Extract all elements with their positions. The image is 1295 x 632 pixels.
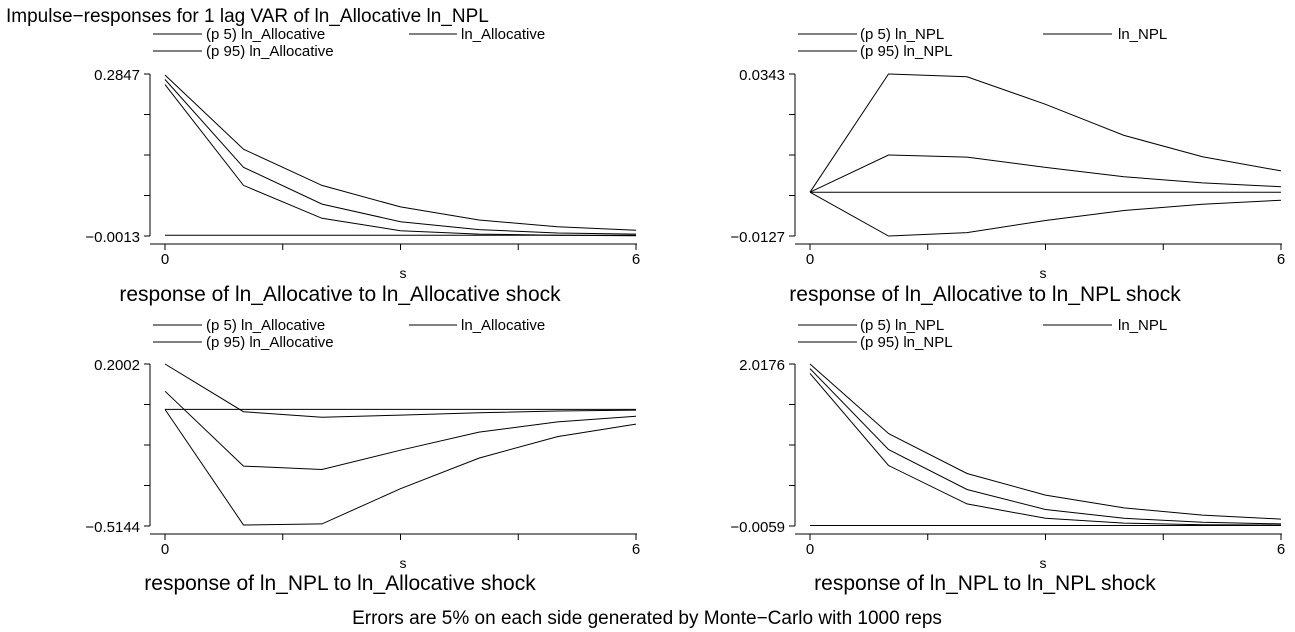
series-line-0 xyxy=(809,191,1282,237)
x-tick-label: 0 xyxy=(161,251,169,268)
series-line-1 xyxy=(809,154,1282,193)
legend-label-point: ln_NPL xyxy=(1118,26,1167,43)
y-tick-label: −0.0127 xyxy=(730,229,785,246)
series-line-2 xyxy=(809,363,1282,520)
x-tick-label: 0 xyxy=(161,541,169,558)
x-axis-label: s xyxy=(1040,555,1047,571)
y-tick-label: 0.2847 xyxy=(94,67,140,84)
series-line-0 xyxy=(164,409,637,526)
figure-note: Errors are 5% on each side generated by … xyxy=(352,608,942,629)
series-line-1 xyxy=(164,79,637,235)
panel-title: response of ln_Allocative to ln_Allocati… xyxy=(119,283,561,306)
series-line-0 xyxy=(164,84,637,237)
y-tick-label: 0.2002 xyxy=(94,357,140,374)
legend-label-p5: (p 5) ln_Allocative xyxy=(206,26,325,43)
figure-title: Impulse−responses for 1 lag VAR of ln_Al… xyxy=(6,6,489,27)
legend-label-point: ln_Allocative xyxy=(461,317,545,334)
panel-alloc-to-npl: 0.0343 −0.0127 0 6 s (p 5) ln_NPL ln_NPL (p 95)… xyxy=(730,26,1285,306)
y-tick-label: −0.0059 xyxy=(730,519,785,536)
legend-label-p95: (p 95) ln_NPL xyxy=(860,334,953,351)
x-tick-label: 6 xyxy=(1277,251,1285,268)
legend-label-point: ln_NPL xyxy=(1118,317,1167,334)
series-line-2 xyxy=(164,363,637,418)
x-tick-label: 6 xyxy=(632,541,640,558)
legend-label-p5: (p 5) ln_Allocative xyxy=(206,317,325,334)
series-line-1 xyxy=(164,390,637,471)
legend-label-p95: (p 95) ln_Allocative xyxy=(206,334,334,351)
y-tick-label: 0.0343 xyxy=(739,67,785,84)
series-line-2 xyxy=(164,74,637,231)
legend-label-p95: (p 95) ln_NPL xyxy=(860,43,953,60)
x-tick-label: 0 xyxy=(806,251,814,268)
x-tick-label: 6 xyxy=(632,251,640,268)
x-axis-label: s xyxy=(1040,265,1047,281)
panel-npl-to-npl: 2.0176 −0.0059 0 6 s (p 5) ln_NPL ln_NPL (p 95)… xyxy=(730,317,1285,595)
legend-label-p95: (p 95) ln_Allocative xyxy=(206,43,334,60)
legend-label-p5: (p 5) ln_NPL xyxy=(860,26,944,43)
series-line-2 xyxy=(809,73,1282,193)
panel-title: response of ln_Allocative to ln_NPL shoc… xyxy=(789,283,1181,306)
legend-label-p5: (p 5) ln_NPL xyxy=(860,317,944,334)
series-line-0 xyxy=(809,373,1282,526)
x-tick-label: 0 xyxy=(806,541,814,558)
panel-npl-to-alloc: 0.2002 −0.5144 0 6 s (p 5) ln_Allocative ln_Al… xyxy=(85,317,640,595)
y-tick-label: −0.5144 xyxy=(85,519,140,536)
panel-title: response of ln_NPL to ln_NPL shock xyxy=(814,572,1156,595)
series-line-1 xyxy=(809,368,1282,525)
x-axis-label: s xyxy=(400,265,407,281)
y-tick-label: −0.0013 xyxy=(85,229,140,246)
legend-label-point: ln_Allocative xyxy=(461,26,545,43)
y-tick-label: 2.0176 xyxy=(739,357,785,374)
x-axis-label: s xyxy=(400,555,407,571)
panel-alloc-to-alloc: 0.2847 −0.0013 0 6 s (p 5) ln_Allocative ln_Al… xyxy=(85,26,640,306)
x-tick-label: 6 xyxy=(1277,541,1285,558)
panel-title: response of ln_NPL to ln_Allocative shoc… xyxy=(144,572,536,595)
